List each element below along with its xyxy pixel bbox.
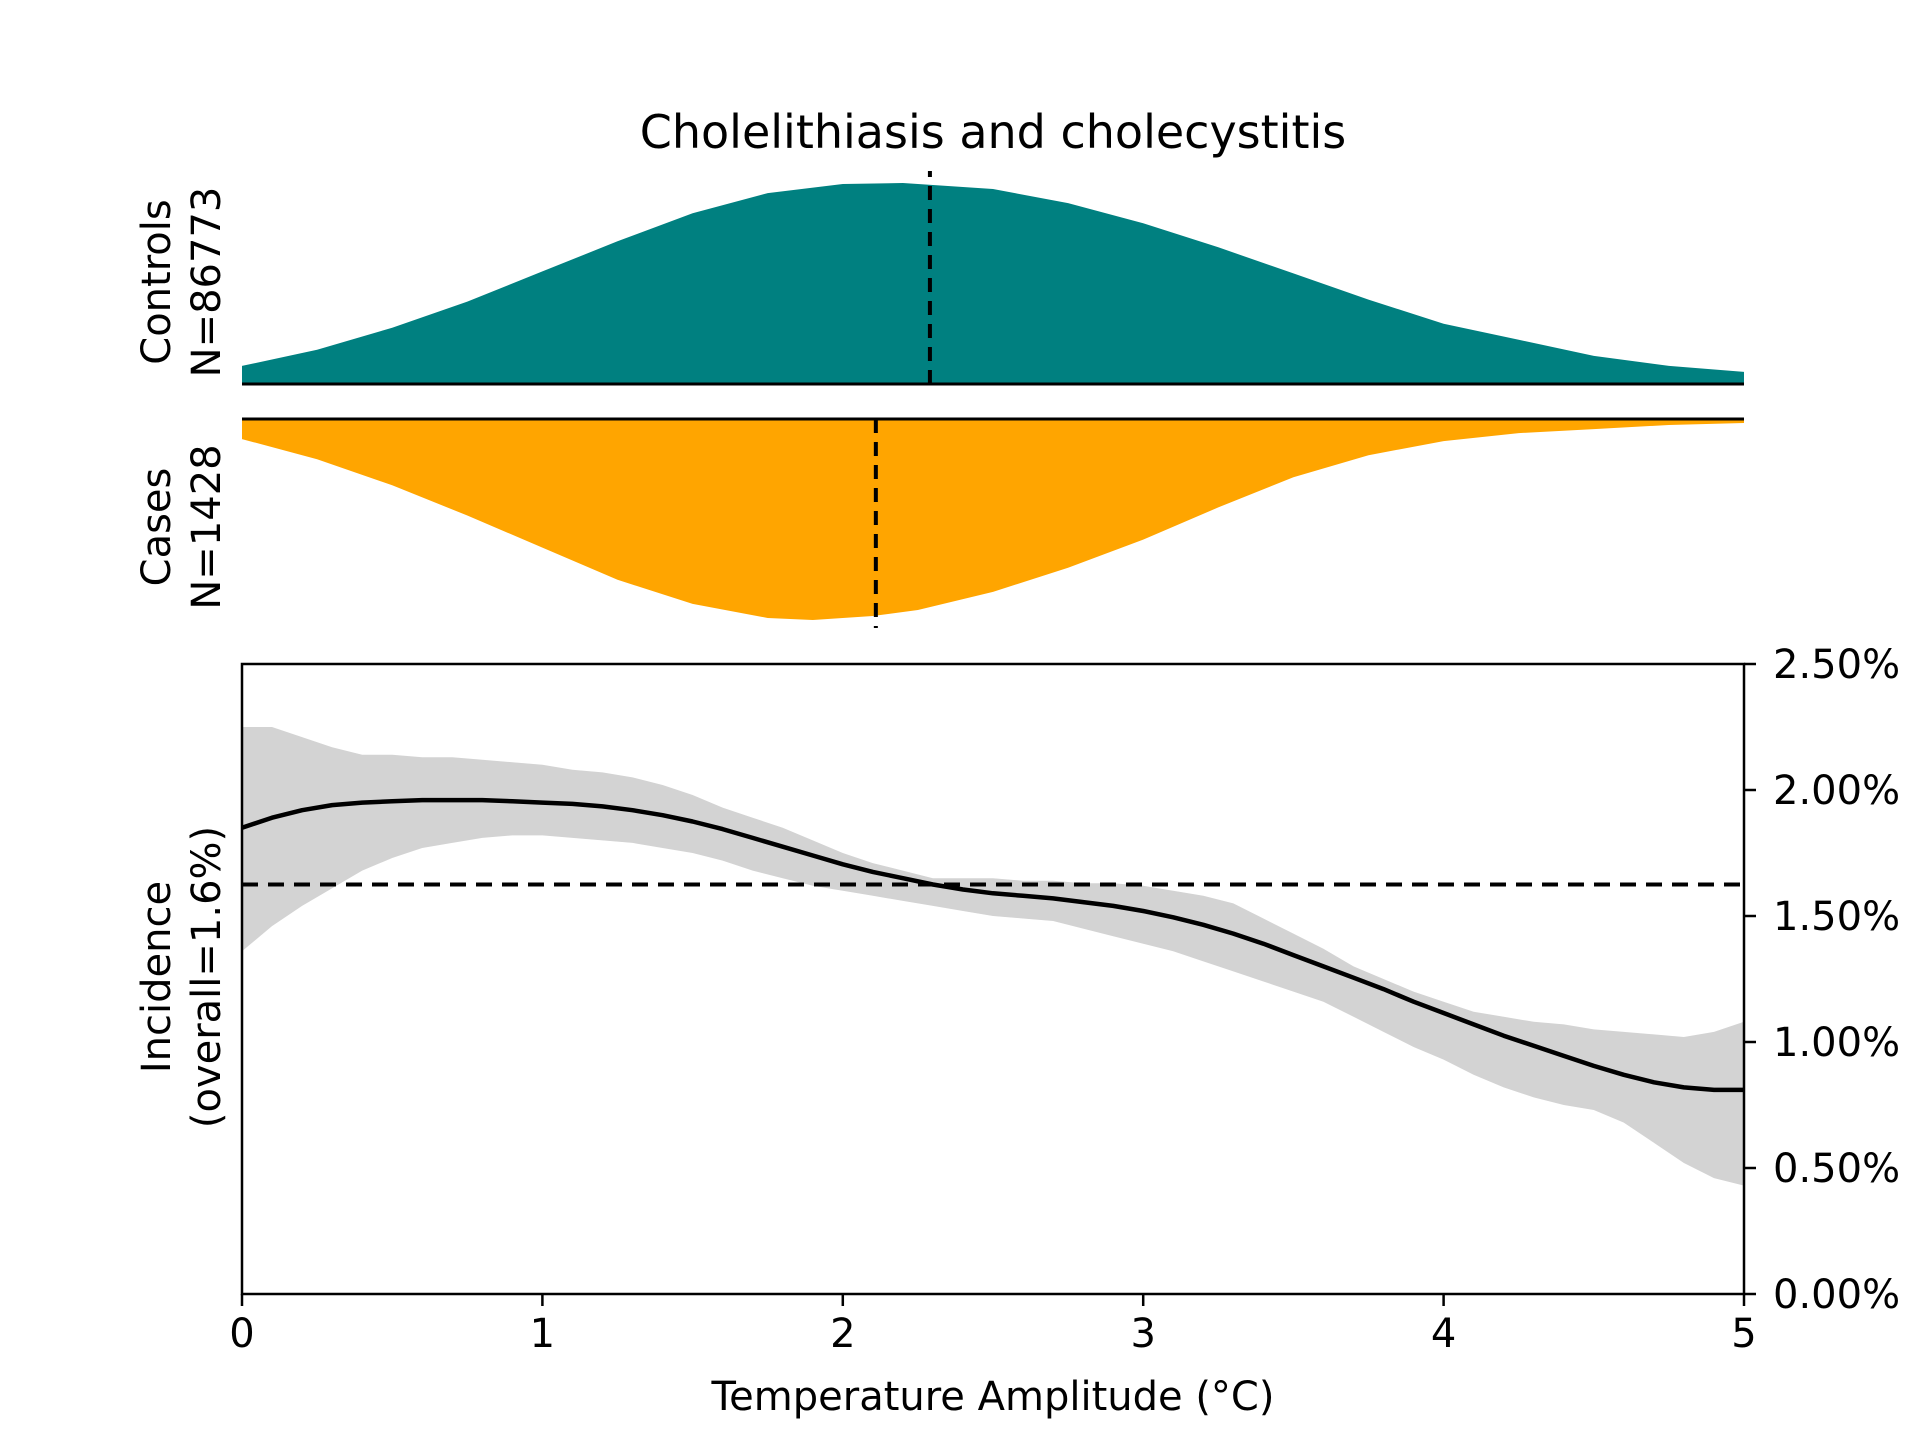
y-tick-label: 1.50% <box>1773 894 1900 940</box>
incidence-line <box>241 797 1744 1093</box>
x-tick-label: 0 <box>229 1311 254 1357</box>
y-axis-label: Incidence <box>134 881 180 1073</box>
plot-frame <box>240 662 1746 1296</box>
x-axis-ticks: 0 1 2 3 4 5 <box>229 1294 1757 1357</box>
cases-density-area <box>242 419 1744 620</box>
controls-panel: Controls N=86773 <box>134 171 1744 386</box>
x-tick-label: 1 <box>530 1311 555 1357</box>
confidence-band <box>242 727 1744 1186</box>
y-tick-label: 0.00% <box>1773 1272 1900 1318</box>
x-tick-label: 2 <box>830 1311 855 1357</box>
y-tick-label: 2.50% <box>1773 642 1900 688</box>
y-axis-label-sub: (overall=1.6%) <box>184 826 230 1128</box>
x-tick-label: 5 <box>1731 1311 1756 1357</box>
cases-count-label: N=1428 <box>184 444 230 609</box>
y-axis-ticks: 0.00% 0.50% 1.00% 1.50% 2.00% 2.50% <box>1744 642 1900 1318</box>
cases-panel: Cases N=1428 <box>134 417 1744 628</box>
controls-label: Controls <box>134 199 180 364</box>
incidence-panel: 0 1 2 3 4 5 0.00% 0.50% 1.00% 1.50% 2.00% 2.50% In… <box>134 642 1900 1420</box>
cases-label: Cases <box>134 468 180 587</box>
chart-title: Cholelithiasis and cholecystitis <box>640 105 1346 159</box>
y-tick-label: 1.00% <box>1773 1020 1900 1066</box>
x-tick-label: 3 <box>1130 1311 1155 1357</box>
x-axis-label: Temperature Amplitude (°C) <box>711 1374 1275 1420</box>
y-tick-label: 0.50% <box>1773 1146 1900 1192</box>
controls-count-label: N=86773 <box>184 187 230 378</box>
y-tick-label: 2.00% <box>1773 768 1900 814</box>
x-tick-label: 4 <box>1431 1311 1456 1357</box>
controls-density-area <box>242 183 1744 384</box>
